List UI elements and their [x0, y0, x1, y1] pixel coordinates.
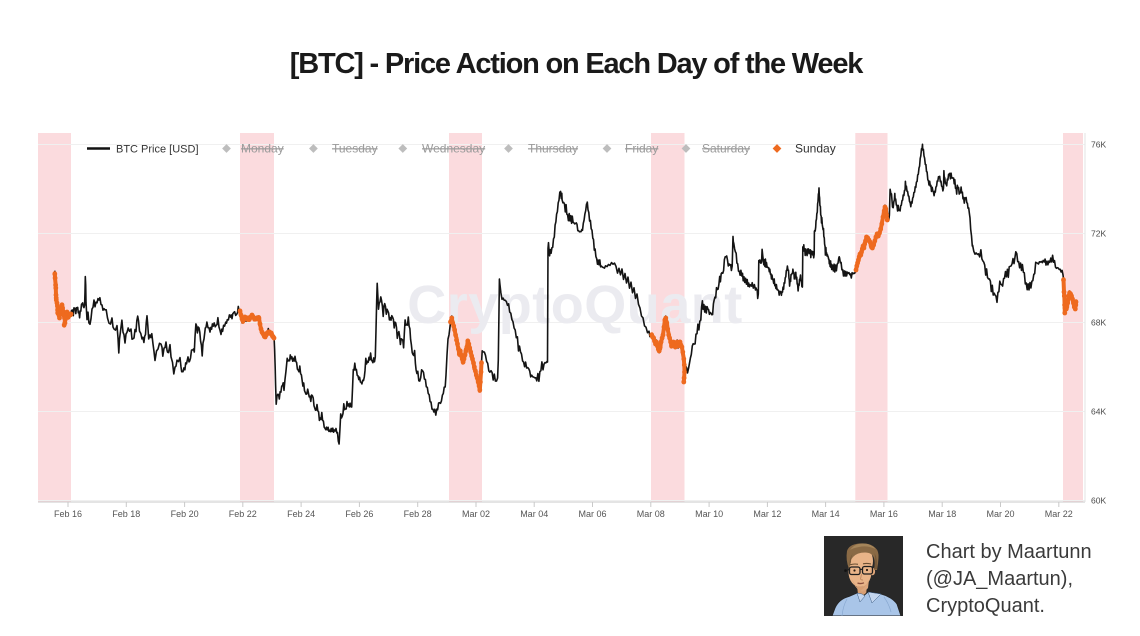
svg-text:60K: 60K — [1091, 496, 1106, 506]
svg-text:Sunday: Sunday — [795, 142, 836, 156]
svg-text:64K: 64K — [1091, 407, 1106, 417]
svg-text:Mar 08: Mar 08 — [637, 509, 665, 519]
svg-text:(@JA_Maartun),: (@JA_Maartun), — [926, 568, 1073, 590]
svg-text:Mar 22: Mar 22 — [1045, 509, 1073, 519]
svg-text:Friday: Friday — [625, 142, 658, 156]
svg-text:Feb 20: Feb 20 — [171, 509, 199, 519]
svg-text:Wednesday: Wednesday — [422, 142, 485, 156]
svg-text:Mar 04: Mar 04 — [520, 509, 548, 519]
svg-text:Mar 06: Mar 06 — [578, 509, 606, 519]
svg-text:Feb 28: Feb 28 — [404, 509, 432, 519]
svg-text:Mar 02: Mar 02 — [462, 509, 490, 519]
svg-text:Feb 26: Feb 26 — [345, 509, 373, 519]
svg-text:Monday: Monday — [241, 142, 284, 156]
svg-text:Mar 14: Mar 14 — [812, 509, 840, 519]
svg-text:Mar 18: Mar 18 — [928, 509, 956, 519]
svg-text:68K: 68K — [1091, 318, 1106, 328]
svg-text:Chart by Maartunn: Chart by Maartunn — [926, 541, 1092, 563]
svg-text:Feb 18: Feb 18 — [112, 509, 140, 519]
svg-text:Mar 10: Mar 10 — [695, 509, 723, 519]
svg-text:76K: 76K — [1091, 140, 1106, 150]
svg-text:[BTC] - Price Action on Each D: [BTC] - Price Action on Each Day of the … — [290, 48, 864, 80]
svg-text:Feb 16: Feb 16 — [54, 509, 82, 519]
svg-text:Thursday: Thursday — [528, 142, 578, 156]
svg-text:CryptoQuant: CryptoQuant — [407, 275, 743, 335]
svg-text:Saturday: Saturday — [702, 142, 750, 156]
svg-text:Feb 22: Feb 22 — [229, 509, 257, 519]
svg-text:Tuesday: Tuesday — [332, 142, 378, 156]
svg-text:Feb 24: Feb 24 — [287, 509, 315, 519]
svg-text:CryptoQuant.: CryptoQuant. — [926, 595, 1045, 617]
svg-text:Mar 16: Mar 16 — [870, 509, 898, 519]
svg-text:BTC Price [USD]: BTC Price [USD] — [116, 144, 199, 156]
svg-text:Mar 12: Mar 12 — [753, 509, 781, 519]
svg-text:72K: 72K — [1091, 229, 1106, 239]
svg-text:Mar 20: Mar 20 — [986, 509, 1014, 519]
